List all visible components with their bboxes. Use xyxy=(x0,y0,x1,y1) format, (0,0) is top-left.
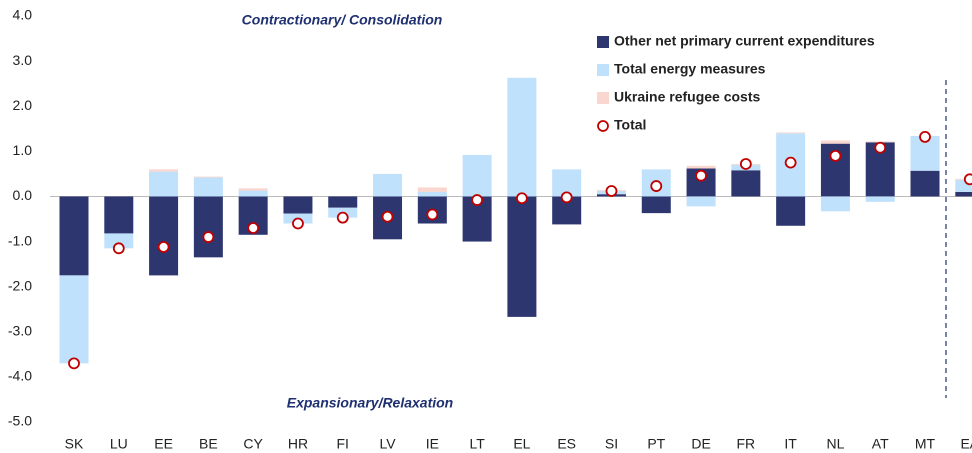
bar-segment xyxy=(149,196,179,276)
total-marker xyxy=(650,180,663,192)
x-tick-label: MT xyxy=(915,436,936,452)
total-marker xyxy=(471,194,484,206)
y-tick-label: 3.0 xyxy=(13,52,33,68)
bar-segment xyxy=(104,233,134,249)
bar-segment xyxy=(462,154,492,197)
x-tick-label: FI xyxy=(337,436,349,452)
total-marker xyxy=(336,211,349,224)
legend-label: Total xyxy=(614,117,646,133)
y-tick-label: -5.0 xyxy=(8,413,32,429)
bar-segment xyxy=(149,169,179,172)
x-tick-label: HR xyxy=(288,436,308,452)
x-tick-label: ES xyxy=(557,436,576,452)
bar-segment xyxy=(328,196,358,208)
total-marker xyxy=(112,242,125,255)
bar-segment xyxy=(507,77,537,197)
bar-segment xyxy=(193,196,223,258)
legend-label: Total energy measures xyxy=(614,61,766,77)
y-tick-label: 2.0 xyxy=(13,97,33,113)
x-tick-label: IE xyxy=(426,436,439,452)
x-tick-label: DE xyxy=(691,436,710,452)
x-tick-label: LV xyxy=(379,436,396,452)
bar-segment xyxy=(149,171,179,197)
total-marker xyxy=(426,208,439,221)
bar-segment xyxy=(820,196,850,212)
x-tick-label: PT xyxy=(647,436,665,452)
total-marker xyxy=(202,231,215,243)
total-marker xyxy=(560,191,573,204)
bar-segment xyxy=(193,177,223,197)
bar-segment xyxy=(59,196,89,276)
legend-label: Other net primary current expenditures xyxy=(614,33,875,49)
total-marker xyxy=(963,173,972,186)
bar-segment xyxy=(238,190,268,197)
bar-segment xyxy=(910,170,940,197)
bar-segment xyxy=(776,132,806,134)
x-tick-label: SI xyxy=(605,436,618,452)
bar-segment xyxy=(417,187,447,192)
total-marker xyxy=(874,141,887,154)
bar-segment xyxy=(641,196,671,214)
total-marker xyxy=(68,357,80,370)
legend-label: Ukraine refugee costs xyxy=(614,89,760,105)
x-tick-label: NL xyxy=(826,436,844,452)
x-tick-label: BE xyxy=(199,436,218,452)
total-marker xyxy=(247,222,260,234)
x-tick-label: AT xyxy=(872,436,889,452)
y-tick-label: 0.0 xyxy=(13,187,33,203)
total-marker xyxy=(292,217,304,230)
y-tick-label: 1.0 xyxy=(13,142,33,158)
legend-swatch xyxy=(597,64,609,76)
bar-segment xyxy=(283,196,313,214)
y-tick-label: -2.0 xyxy=(8,277,32,293)
x-tick-label: SK xyxy=(65,436,84,452)
bar-segment xyxy=(865,196,895,202)
total-marker xyxy=(739,158,752,170)
legend-swatch xyxy=(597,92,609,104)
bar-segment xyxy=(955,178,972,180)
bar-segment xyxy=(820,140,850,144)
total-marker xyxy=(784,156,797,169)
x-tick-label: FR xyxy=(737,436,756,452)
x-tick-label: LT xyxy=(469,436,485,452)
y-tick-label: -4.0 xyxy=(8,368,32,384)
bar-segment xyxy=(955,191,972,197)
y-tick-label: -3.0 xyxy=(8,322,32,338)
bar-segment xyxy=(686,165,716,169)
x-tick-label: CY xyxy=(243,436,263,452)
total-marker xyxy=(157,241,170,253)
legend-swatch xyxy=(597,36,609,48)
total-marker xyxy=(605,185,618,197)
y-tick-label: -1.0 xyxy=(8,232,32,248)
bar-segment xyxy=(507,196,537,317)
x-tick-label: LU xyxy=(110,436,128,452)
bar-segment xyxy=(193,176,223,178)
total-marker xyxy=(381,210,394,223)
total-marker xyxy=(829,149,842,162)
x-tick-label: IT xyxy=(784,436,797,452)
annotation: Contractionary/ Consolidation xyxy=(242,12,443,28)
bar-segment xyxy=(104,196,134,234)
y-tick-label: 4.0 xyxy=(13,7,33,23)
total-marker xyxy=(516,192,528,205)
total-marker xyxy=(695,169,707,182)
total-marker xyxy=(919,130,931,143)
bar-segment xyxy=(776,196,806,226)
bar-segment xyxy=(731,170,761,197)
annotation: Expansionary/Relaxation xyxy=(287,395,454,411)
x-tick-label: EE xyxy=(154,436,173,452)
bar-segment xyxy=(417,191,447,197)
bar-segment xyxy=(373,173,403,197)
bar-segment xyxy=(238,188,268,191)
x-tick-label: EL xyxy=(513,436,530,452)
x-tick-label: EA xyxy=(960,436,972,452)
legend-marker xyxy=(597,120,609,132)
bar-segment xyxy=(686,196,716,207)
bar-segment xyxy=(59,275,89,364)
